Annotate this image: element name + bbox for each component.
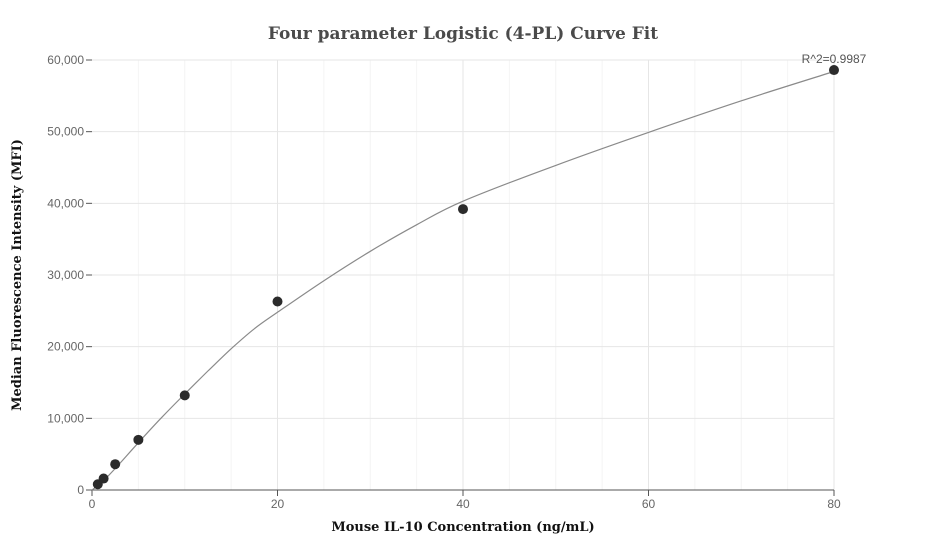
y-axis-title: Median Fluorescence Intensity (MFI)	[10, 139, 25, 411]
x-axis-ticks: 0 20 40 60 80	[89, 490, 841, 511]
data-point[interactable]	[458, 204, 468, 215]
data-point[interactable]	[829, 65, 839, 76]
y-tick-label: 0	[77, 483, 84, 497]
data-point[interactable]	[98, 473, 109, 484]
x-tick-label: 20	[271, 497, 285, 511]
x-tick-label: 0	[89, 497, 96, 511]
chart-title: Four parameter Logistic (4-PL) Curve Fit	[268, 24, 658, 44]
data-point[interactable]	[110, 459, 121, 470]
y-tick-label: 60,000	[47, 53, 84, 67]
y-axis-ticks: 0 10,000 20,000 30,000 40,000 50,000 60,000	[47, 53, 92, 497]
y-tick-label: 20,000	[47, 340, 84, 354]
y-tick-label: 40,000	[47, 196, 84, 210]
r-squared-annotation: R^2=0.9987	[802, 52, 867, 66]
data-point[interactable]	[179, 390, 190, 401]
x-tick-label: 80	[827, 497, 841, 511]
data-points	[92, 65, 839, 490]
major-gridlines	[92, 59, 835, 490]
x-tick-label: 40	[456, 497, 470, 511]
data-point[interactable]	[133, 434, 144, 445]
x-tick-label: 60	[642, 497, 656, 511]
data-point[interactable]	[272, 296, 283, 307]
y-tick-label: 50,000	[47, 125, 84, 139]
y-tick-label: 30,000	[47, 268, 84, 282]
x-axis-title: Mouse IL-10 Concentration (ng/mL)	[331, 520, 594, 535]
y-tick-label: 10,000	[47, 411, 84, 425]
